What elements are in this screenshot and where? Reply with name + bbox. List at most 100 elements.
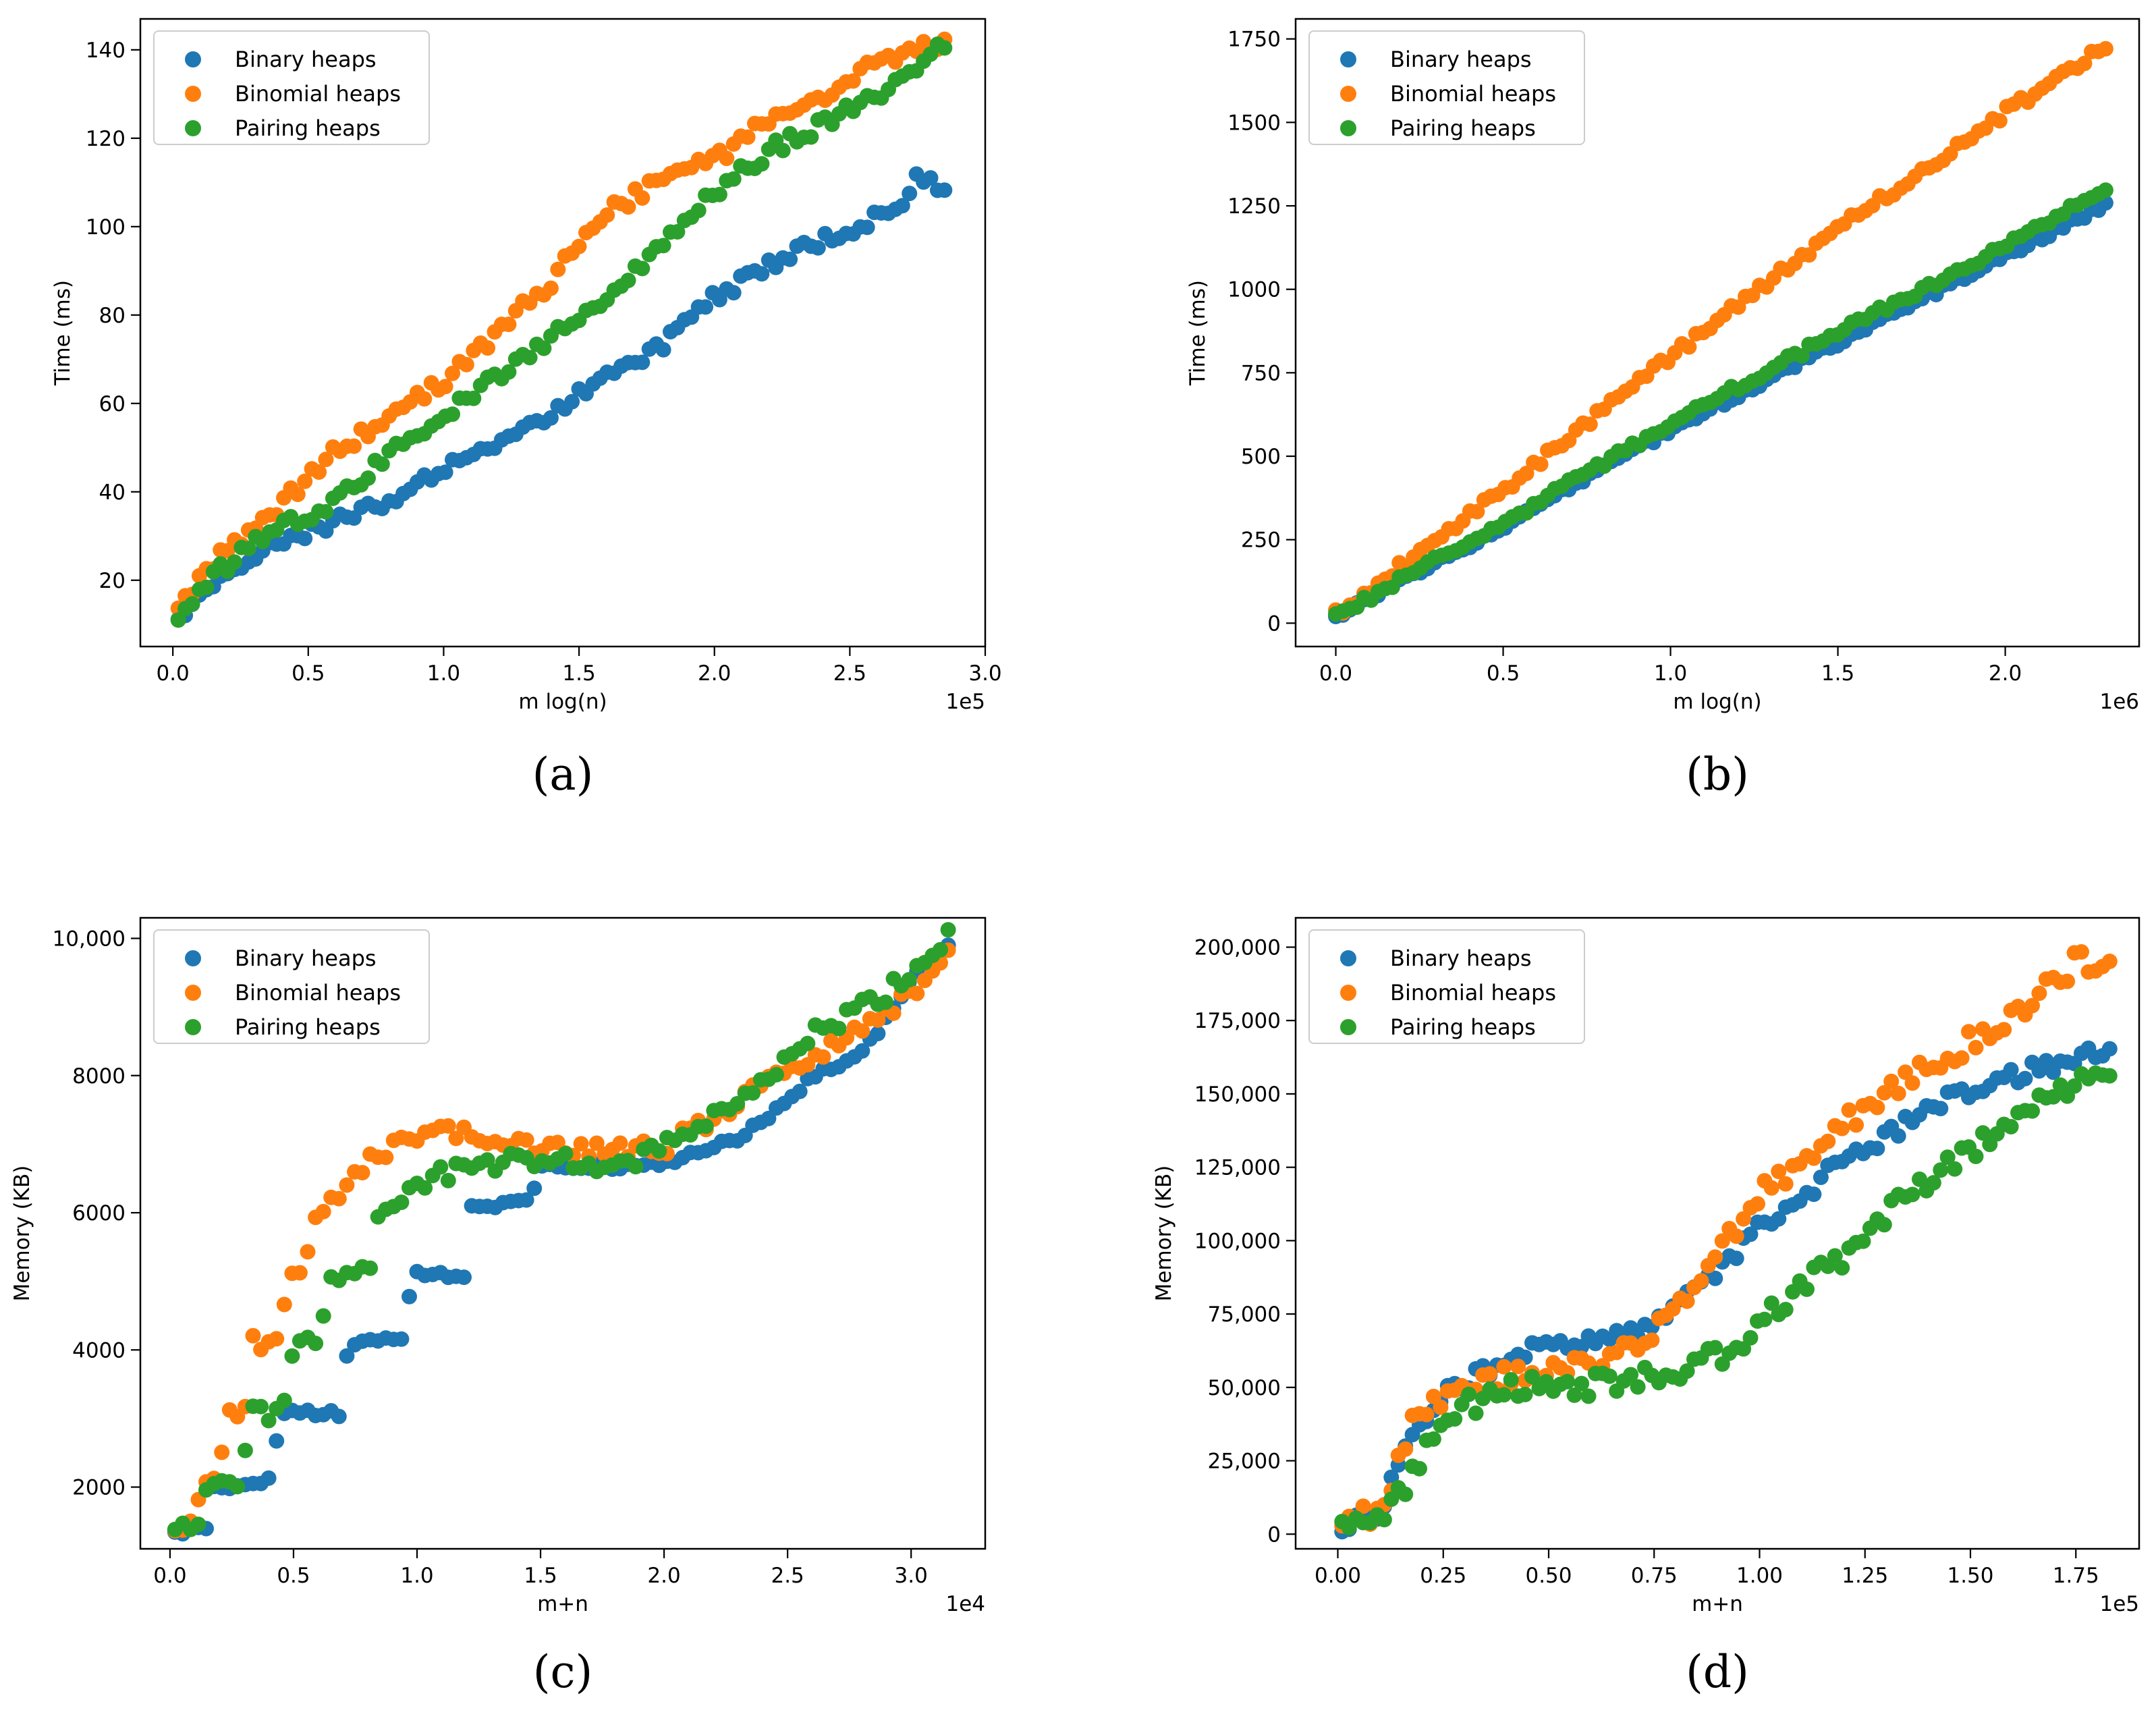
data-point-binomial-heaps <box>1582 416 1598 433</box>
data-point-pairing-heaps <box>698 1118 714 1134</box>
legend-entry-label: Binomial heaps <box>235 980 401 1006</box>
data-point-pairing-heaps <box>536 340 552 356</box>
data-point-binomial-heaps <box>501 317 517 333</box>
data-point-pairing-heaps <box>237 1442 253 1458</box>
data-point-binary-heaps <box>634 354 651 370</box>
legend-entry-label: Binary heaps <box>1390 47 1532 72</box>
data-point-binomial-heaps <box>1469 503 1485 520</box>
data-point-binomial-heaps <box>1433 1399 1449 1415</box>
data-point-binomial-heaps <box>1801 247 1817 263</box>
y-axis-label: Time (ms) <box>1186 280 1210 386</box>
data-point-pairing-heaps <box>1496 1387 1512 1403</box>
data-point-pairing-heaps <box>1566 1387 1582 1403</box>
data-point-binomial-heaps <box>1714 1233 1730 1249</box>
data-point-binary-heaps <box>402 1288 417 1305</box>
y-tick-label: 1500 <box>1227 111 1281 135</box>
x-tick-label: 1.00 <box>1736 1564 1783 1588</box>
data-point-binary-heaps <box>810 240 826 256</box>
data-point-binomial-heaps <box>440 1118 456 1134</box>
data-point-pairing-heaps <box>184 596 200 612</box>
data-point-binary-heaps <box>331 1408 347 1425</box>
legend-entry-label: Binary heaps <box>235 47 377 72</box>
data-point-binomial-heaps <box>719 150 735 167</box>
data-point-binomial-heaps <box>854 1023 870 1039</box>
data-point-pairing-heaps <box>1398 1486 1414 1502</box>
data-point-pairing-heaps <box>240 541 256 557</box>
data-point-binomial-heaps <box>1876 1085 1892 1101</box>
data-point-binomial-heaps <box>1728 1228 1744 1244</box>
y-tick-label: 0 <box>1267 611 1281 636</box>
x-tick-label: 1.5 <box>1821 661 1854 686</box>
data-point-binomial-heaps <box>1763 1180 1779 1196</box>
data-point-binomial-heaps <box>1398 1441 1414 1457</box>
data-point-binomial-heaps <box>885 1005 902 1021</box>
data-point-binomial-heaps <box>1991 113 2008 129</box>
y-tick-label: 140 <box>86 38 126 63</box>
x-tick-label: 1.5 <box>562 661 595 686</box>
data-point-binary-heaps <box>859 219 875 236</box>
data-point-binary-heaps <box>2101 1041 2118 1057</box>
data-point-binomial-heaps <box>1679 1293 1695 1309</box>
data-point-binary-heaps <box>1813 1170 1829 1185</box>
data-point-binomial-heaps <box>354 1165 370 1181</box>
data-point-binary-heaps <box>902 186 918 202</box>
data-point-pairing-heaps <box>711 186 727 202</box>
data-point-pairing-heaps <box>1939 1149 1956 1165</box>
x-axis-offset-text: 1e5 <box>2099 1592 2139 1616</box>
data-point-binomial-heaps <box>815 1049 831 1065</box>
data-point-pairing-heaps <box>769 1067 784 1082</box>
y-tick-label: 60 <box>99 392 126 416</box>
data-point-pairing-heaps <box>754 156 770 172</box>
chart-d: 0.00 0.25 0.50 0.75 1.00 1.25 1.50 1.75 0 25,000 5… <box>1152 916 2140 1698</box>
data-point-pairing-heaps <box>501 364 517 380</box>
data-point-pairing-heaps <box>1707 1340 1723 1356</box>
data-point-pairing-heaps <box>1912 1171 1927 1187</box>
data-point-pairing-heaps <box>1777 1302 1794 1317</box>
legend: Binary heaps Binomial heaps Pairing heaps <box>153 929 430 1044</box>
legend-entry-label: Binomial heaps <box>1390 980 1556 1006</box>
legend-marker <box>1340 86 1356 102</box>
y-tick-label: 6000 <box>72 1201 126 1226</box>
plot-area-frame <box>139 916 987 1550</box>
x-tick-label: 1.0 <box>427 661 460 686</box>
data-point-binary-heaps <box>1806 1186 1822 1203</box>
data-point-binomial-heaps <box>346 438 362 454</box>
data-point-pairing-heaps <box>284 1348 300 1364</box>
y-tick-label: 4000 <box>72 1338 126 1363</box>
data-point-pairing-heaps <box>1574 1375 1590 1392</box>
y-tick-label: 20 <box>99 569 126 593</box>
data-point-pairing-heaps <box>933 941 948 958</box>
legend-frame <box>153 929 430 1044</box>
x-tick-label: 1.75 <box>2053 1564 2099 1588</box>
panel-caption: (c) <box>533 1646 592 1698</box>
legend-entry-label: Pairing heaps <box>1390 1014 1536 1040</box>
data-point-binomial-heaps <box>292 1265 308 1281</box>
data-point-pairing-heaps <box>2101 1068 2118 1084</box>
data-point-binomial-heaps <box>1496 1358 1512 1375</box>
data-point-binary-heaps <box>339 1348 355 1364</box>
data-point-binary-heaps <box>564 393 580 410</box>
y-axis-label: Memory (KB) <box>10 1165 34 1302</box>
x-tick-label: 1.50 <box>1947 1564 1993 1588</box>
x-tick-label: 0.0 <box>156 661 189 686</box>
data-point-pairing-heaps <box>901 972 917 988</box>
data-point-binomial-heaps <box>269 1331 285 1347</box>
y-tick-label: 120 <box>86 127 126 151</box>
data-point-binomial-heaps <box>245 1327 261 1344</box>
data-point-pairing-heaps <box>1925 1175 1941 1191</box>
legend-marker <box>185 86 201 102</box>
x-tick-label: 0.25 <box>1420 1564 1466 1588</box>
data-point-pairing-heaps <box>1376 1512 1392 1528</box>
data-point-binary-heaps <box>937 182 953 198</box>
data-point-pairing-heaps <box>2052 1077 2068 1093</box>
y-tick-label: 75,000 <box>1208 1302 1281 1327</box>
legend-entry-label: Binomial heaps <box>235 81 401 107</box>
data-point-binomial-heaps <box>416 391 433 407</box>
data-point-binomial-heaps <box>1890 1085 1906 1101</box>
y-tick-label: 2000 <box>72 1476 126 1500</box>
data-point-binomial-heaps <box>448 1130 464 1147</box>
chart-c-points <box>167 922 956 1542</box>
legend-marker <box>1340 985 1356 1001</box>
data-point-binomial-heaps <box>1510 1358 1526 1375</box>
